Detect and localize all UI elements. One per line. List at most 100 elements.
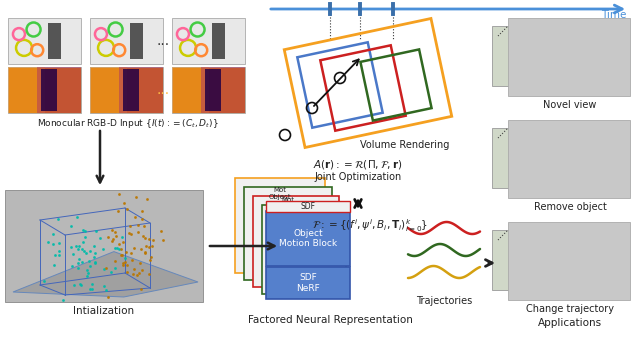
Point xyxy=(141,243,152,249)
Point xyxy=(102,294,113,299)
Bar xyxy=(266,211,350,266)
Text: Intialization: Intialization xyxy=(74,306,134,316)
Point xyxy=(107,238,117,244)
Point xyxy=(48,231,58,237)
Point xyxy=(120,249,131,254)
Text: SDF: SDF xyxy=(301,202,316,211)
Text: Mo
Object: Mo Object xyxy=(285,206,307,219)
Bar xyxy=(360,49,431,121)
Bar xyxy=(244,186,332,279)
Bar xyxy=(8,67,81,113)
Point xyxy=(89,254,99,260)
Point xyxy=(128,272,138,277)
Point xyxy=(119,200,129,206)
Point xyxy=(52,217,63,222)
Bar xyxy=(492,128,567,188)
Point xyxy=(144,271,154,276)
Point xyxy=(122,269,132,275)
Point xyxy=(68,251,78,256)
Point xyxy=(147,254,157,260)
Point xyxy=(111,233,122,239)
Bar xyxy=(172,18,245,64)
Point xyxy=(126,250,136,255)
Bar xyxy=(298,42,383,128)
Bar xyxy=(48,23,61,60)
Point xyxy=(100,266,111,271)
Bar xyxy=(123,69,139,111)
Point xyxy=(110,245,120,250)
Point xyxy=(131,195,141,200)
Point xyxy=(58,298,68,303)
Text: Mot
SDF: Mot SDF xyxy=(297,214,311,227)
Bar xyxy=(508,222,630,300)
Point xyxy=(116,247,126,252)
Bar xyxy=(172,67,209,113)
Point xyxy=(66,245,76,250)
Point xyxy=(148,237,158,243)
Point xyxy=(132,229,143,235)
Text: ...: ... xyxy=(156,83,170,97)
Point xyxy=(135,261,145,266)
Text: Mot
Object: Mot Object xyxy=(276,197,300,210)
Point xyxy=(120,255,131,261)
Point xyxy=(114,191,124,196)
Point xyxy=(138,268,148,273)
Point xyxy=(72,266,83,271)
Point xyxy=(116,252,126,258)
Point xyxy=(80,235,90,240)
Point xyxy=(137,216,147,222)
Text: SDF
NeRF: SDF NeRF xyxy=(296,273,320,293)
Point xyxy=(147,243,157,248)
Bar xyxy=(253,196,339,287)
Point xyxy=(140,250,150,255)
Point xyxy=(106,269,116,275)
Point xyxy=(111,246,122,251)
Point xyxy=(90,259,100,264)
Point xyxy=(79,248,90,254)
Point xyxy=(83,270,93,276)
Point xyxy=(120,259,130,265)
Point xyxy=(54,253,64,258)
Point xyxy=(87,286,97,292)
Point xyxy=(127,257,137,263)
Point xyxy=(118,239,128,245)
Point xyxy=(136,286,147,291)
Bar xyxy=(90,18,163,64)
Point xyxy=(141,196,152,201)
Point xyxy=(68,282,79,288)
Polygon shape xyxy=(13,252,198,297)
Text: Remove object: Remove object xyxy=(534,202,607,212)
Point xyxy=(76,282,86,288)
Point xyxy=(95,235,105,240)
Bar xyxy=(508,18,630,96)
Point xyxy=(113,209,124,214)
Point xyxy=(90,260,100,266)
Point xyxy=(67,223,77,229)
Text: Volume Rendering: Volume Rendering xyxy=(360,140,450,150)
Point xyxy=(156,228,166,233)
Point xyxy=(89,244,99,249)
Bar xyxy=(492,26,567,86)
Point xyxy=(75,281,85,287)
Point xyxy=(137,208,147,213)
Point xyxy=(77,247,87,252)
Point xyxy=(74,256,84,261)
Point xyxy=(90,251,100,256)
Bar xyxy=(262,205,346,293)
Point xyxy=(98,246,108,252)
Point xyxy=(134,271,145,276)
Point xyxy=(115,247,125,252)
Point xyxy=(109,265,120,271)
Point xyxy=(106,227,116,233)
Text: Factored Neural Representation: Factored Neural Representation xyxy=(248,315,412,325)
Point xyxy=(99,283,109,288)
Point xyxy=(87,281,97,286)
Point xyxy=(91,229,101,234)
Text: Novel view: Novel view xyxy=(543,100,596,110)
Point xyxy=(145,236,155,241)
Point xyxy=(99,266,109,271)
Bar xyxy=(130,23,143,60)
Point xyxy=(118,260,128,266)
Bar xyxy=(266,267,350,299)
Bar xyxy=(201,67,245,113)
